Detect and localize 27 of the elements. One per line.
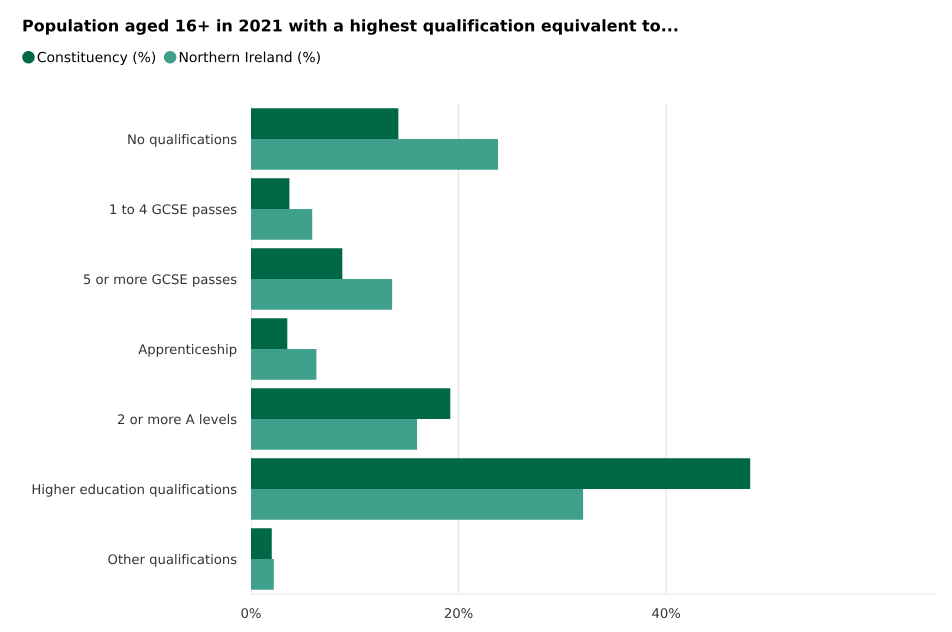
y-tick-label: 2 or more A levels xyxy=(118,414,236,424)
bar xyxy=(251,248,342,279)
y-tick-label: Other qualifications xyxy=(108,554,236,567)
bar xyxy=(251,279,392,310)
y-tick-label: Higher education qualifications xyxy=(32,484,236,497)
bar xyxy=(251,419,418,450)
y-tick-label: 1 to 4 GCSE passes xyxy=(110,204,236,217)
bar xyxy=(251,108,398,139)
bar xyxy=(251,178,290,209)
bar xyxy=(251,318,288,349)
chart-title: Population aged 16+ in 2021 with a highest qualification equivalent to... xyxy=(23,19,678,35)
bar xyxy=(251,139,498,170)
bar xyxy=(251,458,750,489)
bar xyxy=(251,559,274,590)
bar xyxy=(251,209,312,240)
y-tick-label: 5 or more GCSE passes xyxy=(84,274,236,287)
x-tick-label: 20% xyxy=(444,608,473,618)
x-tick-label: 0% xyxy=(241,608,261,618)
y-tick-label: Apprenticeship xyxy=(138,344,236,357)
bar xyxy=(251,528,272,559)
legend-label: Constituency (%) xyxy=(38,52,156,65)
x-tick-label: 40% xyxy=(652,608,680,618)
bar xyxy=(251,489,584,520)
bar xyxy=(251,388,450,419)
bar xyxy=(251,349,316,380)
y-tick-label: No qualifications xyxy=(128,134,236,147)
legend-label: Northern Ireland (%) xyxy=(180,52,320,64)
